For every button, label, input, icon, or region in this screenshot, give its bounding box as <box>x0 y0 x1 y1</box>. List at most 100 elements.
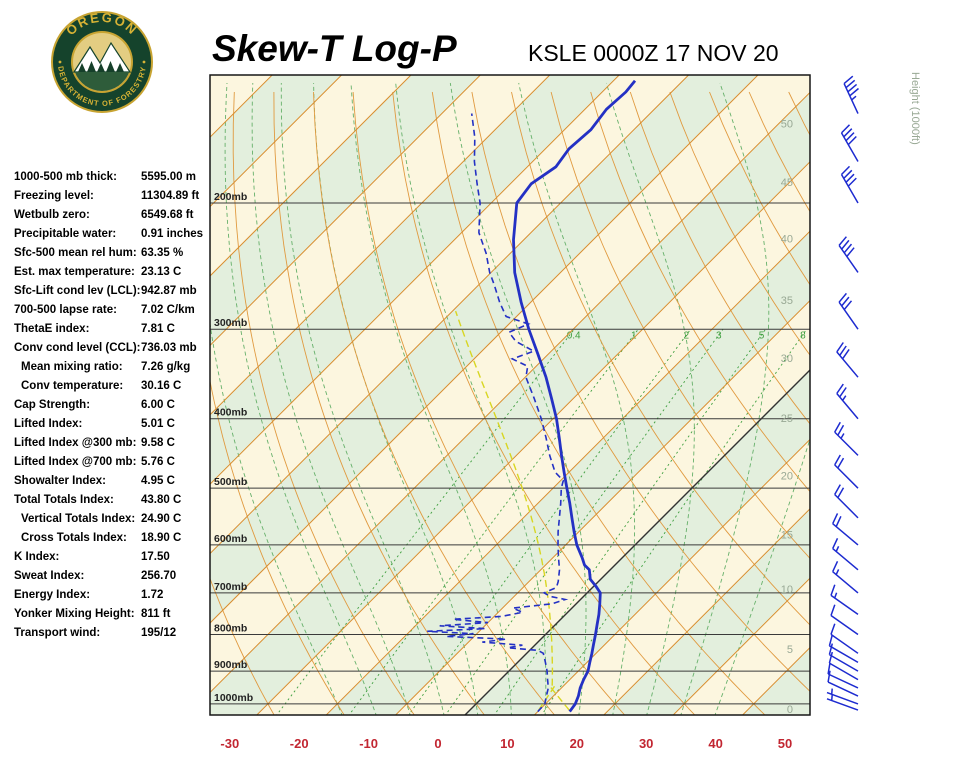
stat-value: 0.91 inches <box>141 228 204 240</box>
stat-value: 63.35 % <box>141 247 184 259</box>
pressure-grid: 200mb 300mb 400mb 500mb 600mb 700mb 800mb 900mb… <box>210 191 810 705</box>
temp-tick-label: 0 <box>434 736 441 751</box>
wind-barb <box>830 604 859 636</box>
pressure-label: 1000mb <box>214 692 253 704</box>
mixing-ratio-label: 8 <box>800 330 806 341</box>
stat-value: 18.90 C <box>141 532 182 544</box>
height-axis: 0 5 10 15 20 25 30 35 40 45 50 Height (1000ft) <box>781 72 921 716</box>
stat-label: Conv temperature: <box>21 380 124 392</box>
wind-barb <box>834 421 859 456</box>
wind-barb <box>840 165 859 204</box>
mixing-ratio-label: 5 <box>759 330 765 341</box>
stat-label: K Index: <box>14 551 60 563</box>
stat-label: Wetbulb zero: <box>14 209 90 221</box>
stat-label: Cross Totals Index: <box>21 532 127 544</box>
wind-barb <box>827 670 859 697</box>
temp-tick-label: -30 <box>220 736 239 751</box>
stat-row: Conv temperature: 30.16 C <box>14 377 210 396</box>
temp-tick-label: 30 <box>639 736 653 751</box>
pressure-label: 700mb <box>214 581 247 593</box>
stat-row: Sfc-500 mean rel hum: 63.35 % <box>14 244 210 263</box>
stat-row: Est. max temperature: 23.13 C <box>14 263 210 282</box>
pressure-label: 200mb <box>214 191 247 203</box>
stat-label: Lifted Index @700 mb: <box>14 456 137 468</box>
stat-label: 1000-500 mb thick: <box>14 171 117 183</box>
temp-axis-labels: -30 -20 -10 0 10 20 30 40 50 <box>220 736 792 751</box>
height-tick-label: 30 <box>781 353 793 365</box>
isotherms <box>210 75 810 715</box>
stat-label: 700-500 lapse rate: <box>14 304 117 316</box>
wind-barb <box>843 75 859 114</box>
stat-row: 700-500 lapse rate: 7.02 C/km <box>14 301 210 320</box>
wind-barb <box>838 292 859 330</box>
stat-value: 1.72 <box>141 589 164 601</box>
height-tick-label: 40 <box>781 233 793 245</box>
logo-trees-icon <box>78 61 124 72</box>
mixing-ratio-label: 2 <box>684 330 690 341</box>
logo-ground <box>74 72 130 91</box>
stat-label: Conv cond level (CCL): <box>14 342 141 354</box>
stat-row: Sfc-Lift cond lev (LCL): 942.87 mb <box>14 282 210 301</box>
stat-row: Cross Totals Index: 18.90 C <box>14 529 210 548</box>
stat-label: Lifted Index @300 mb: <box>14 437 137 449</box>
stat-label: ThetaE index: <box>14 323 90 335</box>
wind-barb <box>830 623 859 654</box>
station-datetime: KSLE 0000Z 17 NOV 20 <box>528 40 779 66</box>
height-tick-label: 25 <box>781 413 793 425</box>
stat-value: 5.01 C <box>141 418 175 430</box>
pressure-label: 500mb <box>214 476 247 488</box>
wind-barb <box>834 454 859 489</box>
wind-barb <box>828 651 859 681</box>
mixing-ratio-label: 1 <box>631 330 637 341</box>
stat-row: Total Totals Index: 43.80 C <box>14 491 210 510</box>
stat-row: Sweat Index: 256.70 <box>14 567 210 586</box>
stat-row: Freezing level: 11304.89 ft <box>14 187 210 206</box>
dewpoint-line <box>427 113 569 713</box>
stat-label: Total Totals Index: <box>14 494 114 506</box>
stat-label: Est. max temperature: <box>14 266 135 278</box>
pressure-label: 300mb <box>214 317 247 329</box>
stat-value: 811 ft <box>141 608 171 620</box>
stat-label: Transport wind: <box>14 627 101 639</box>
wind-barbs <box>826 75 859 711</box>
stat-value: 6549.68 ft <box>141 209 194 221</box>
pressure-label: 600mb <box>214 533 247 545</box>
stat-value: 736.03 mb <box>141 342 197 354</box>
wind-barb <box>840 124 859 162</box>
stat-value: 9.58 C <box>141 437 175 449</box>
stat-label: Mean mixing ratio: <box>21 361 123 373</box>
stat-label: Energy Index: <box>14 589 91 601</box>
stat-value: 7.81 C <box>141 323 175 335</box>
wind-barb <box>838 236 859 273</box>
temp-tick-label: -20 <box>290 736 309 751</box>
wind-barb <box>830 584 859 615</box>
stat-row: Mean mixing ratio: 7.26 g/kg <box>14 358 210 377</box>
temp-tick-label: 50 <box>778 736 792 751</box>
stat-value: 256.70 <box>141 570 177 582</box>
stat-value: 17.50 <box>141 551 170 563</box>
wind-barb <box>826 688 859 705</box>
stat-value: 43.80 C <box>141 494 182 506</box>
wind-barb <box>836 342 859 378</box>
pressure-label: 400mb <box>214 407 247 419</box>
stat-row: K Index: 17.50 <box>14 548 210 567</box>
chart-frame <box>209 74 811 716</box>
stat-label: Sfc-500 mean rel hum: <box>14 247 137 259</box>
wind-barb <box>828 634 859 663</box>
stat-row: Conv cond level (CCL): 736.03 mb <box>14 339 210 358</box>
stat-row: Lifted Index @300 mb: 9.58 C <box>14 434 210 453</box>
height-tick-label: 45 <box>781 177 793 189</box>
pressure-label: 800mb <box>214 622 247 634</box>
dry-adiabats <box>210 91 810 715</box>
stat-row: Cap Strength: 6.00 C <box>14 396 210 415</box>
mixing-ratio-lines: 0.4 1 2 3 5 8 <box>276 328 808 715</box>
height-tick-label: 0 <box>787 704 793 716</box>
height-tick-label: 35 <box>781 295 793 307</box>
height-tick-label: 50 <box>781 119 793 131</box>
stat-label: Lifted Index: <box>14 418 83 430</box>
stat-value: 5.76 C <box>141 456 175 468</box>
wind-barb <box>832 537 859 571</box>
wind-barb <box>832 513 859 546</box>
